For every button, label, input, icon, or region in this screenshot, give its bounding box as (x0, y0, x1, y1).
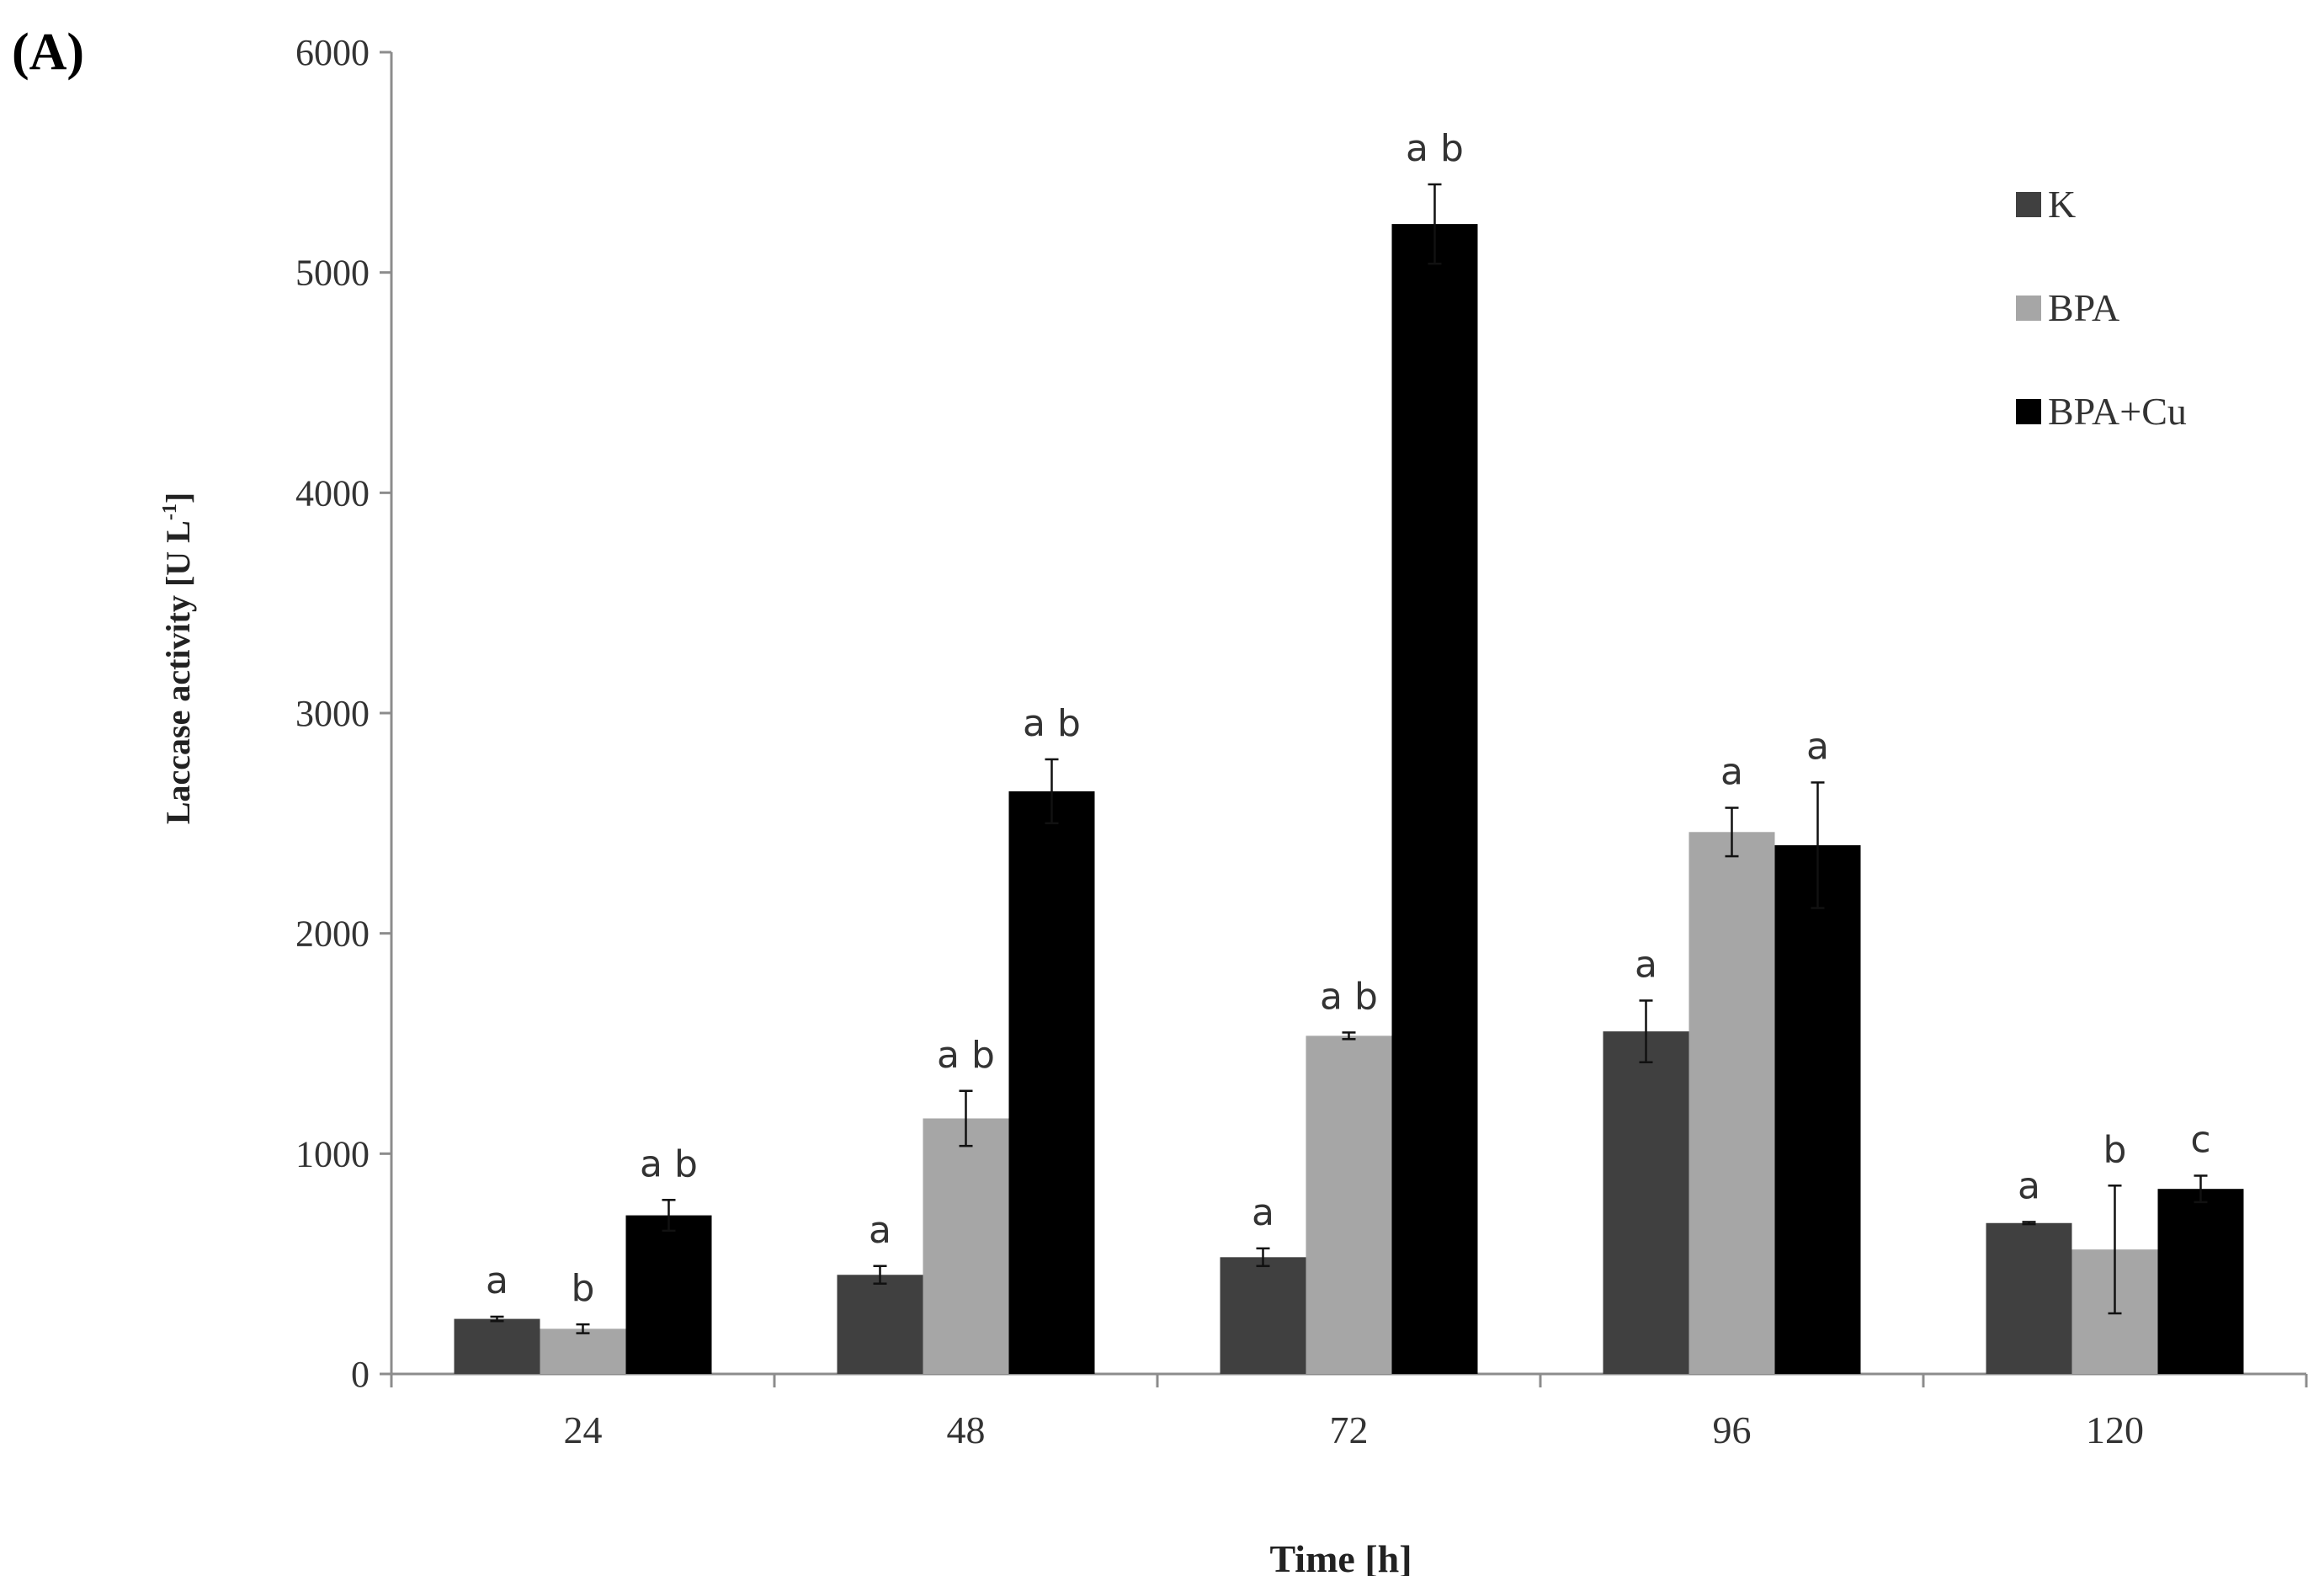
legend-swatch (2016, 296, 2041, 321)
x-tick-label: 120 (2086, 1408, 2144, 1451)
significance-labels: a a a a a b a b a b a b a b a b a b a c (486, 127, 2211, 1310)
significance-label: a b (1023, 702, 1081, 745)
bar (1220, 1257, 1306, 1374)
x-axis: 24 48 72 96 120 (390, 1372, 2308, 1451)
significance-label: b (572, 1267, 595, 1310)
bar (625, 1215, 712, 1374)
significance-label: a b (1406, 127, 1464, 170)
significance-label: a (869, 1209, 891, 1252)
x-tick-label: 72 (1330, 1408, 1369, 1451)
legend-swatch (2016, 399, 2041, 424)
x-axis-title: Time [h] (1269, 1537, 1412, 1576)
legend-label: BPA (2048, 286, 2119, 329)
legend-swatch (2016, 192, 2041, 217)
bar (1391, 224, 1478, 1375)
bar (1008, 791, 1095, 1374)
bar (837, 1275, 923, 1374)
significance-label: a (486, 1259, 508, 1302)
significance-label: a b (640, 1142, 698, 1185)
significance-label: a (1252, 1191, 1274, 1234)
y-tick-label: 0 (351, 1354, 370, 1395)
y-tick-label: 6000 (295, 32, 370, 73)
significance-label: c (2190, 1119, 2210, 1162)
legend-label: K (2048, 183, 2076, 226)
significance-label: a b (937, 1034, 995, 1077)
y-tick-label: 1000 (295, 1133, 370, 1174)
legend-label: BPA+Cu (2048, 390, 2187, 433)
significance-label: b (2103, 1128, 2127, 1171)
significance-label: a (1806, 725, 1829, 768)
bar (1688, 832, 1775, 1374)
y-axis: 0 1000 2000 3000 4000 5000 6000 (295, 32, 393, 1395)
y-axis-title: Laccase activity [U L-1] (159, 492, 197, 824)
bar (540, 1328, 626, 1374)
significance-label: a (1635, 943, 1657, 986)
significance-label: a b (1320, 975, 1378, 1018)
error-bars (490, 183, 2208, 1334)
bar (2157, 1189, 2244, 1374)
bars (454, 224, 2244, 1375)
y-tick-label: 5000 (295, 253, 370, 294)
significance-label: a (2018, 1164, 2040, 1207)
significance-label: a (1720, 751, 1743, 794)
bar (1306, 1036, 1392, 1374)
y-tick-label: 3000 (295, 693, 370, 734)
bar (1986, 1222, 2072, 1374)
bar (1603, 1031, 1689, 1374)
bar (923, 1118, 1009, 1374)
y-tick-label: 2000 (295, 913, 370, 955)
x-tick-label: 96 (1713, 1408, 1752, 1451)
bar (1774, 845, 1861, 1374)
bar (454, 1318, 540, 1374)
panel-label: (A) (12, 24, 84, 81)
y-tick-label: 4000 (295, 472, 370, 514)
x-tick-label: 48 (947, 1408, 986, 1451)
x-tick-label: 24 (564, 1408, 603, 1451)
legend: K BPA BPA+Cu (2016, 183, 2187, 433)
